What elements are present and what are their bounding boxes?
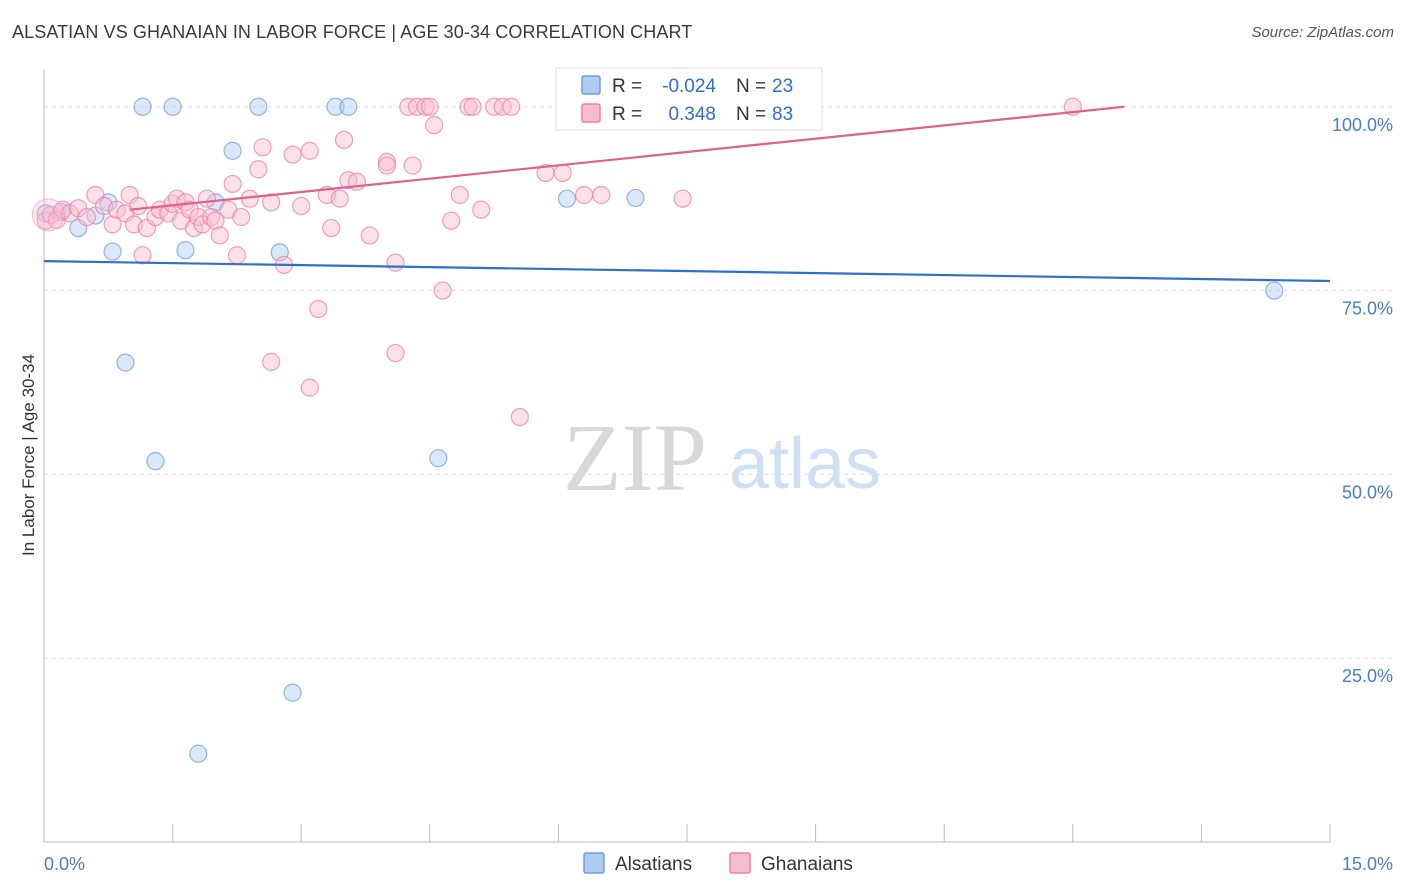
point-alsatian bbox=[326, 97, 345, 116]
series-legend-swatch-ghanaians bbox=[729, 852, 751, 874]
point-alsatian bbox=[176, 241, 195, 260]
point-ghanaian bbox=[249, 160, 268, 179]
point-alsatian bbox=[249, 97, 268, 116]
point-ghanaian bbox=[463, 97, 482, 116]
legend-r-label-ghanaians: R = bbox=[612, 104, 642, 125]
y-tick-label: 100.0% bbox=[1332, 115, 1393, 135]
watermark-atlas: atlas bbox=[729, 424, 881, 504]
point-alsatian bbox=[116, 353, 135, 372]
data-points bbox=[31, 97, 1284, 763]
point-ghanaian bbox=[553, 163, 572, 183]
point-alsatian bbox=[103, 242, 122, 261]
point-ghanaian bbox=[433, 281, 452, 300]
watermark-zip: ZIP bbox=[563, 404, 707, 511]
point-alsatian bbox=[626, 188, 645, 208]
legend-swatch-ghanaians bbox=[581, 103, 601, 123]
point-ghanaian bbox=[300, 378, 319, 397]
legend-n-label-alsatians: N = bbox=[736, 76, 766, 97]
point-ghanaian bbox=[575, 185, 594, 205]
point-ghanaian bbox=[283, 145, 302, 164]
point-alsatian bbox=[339, 97, 358, 116]
trend-lines bbox=[43, 105, 1331, 283]
point-ghanaian bbox=[377, 156, 397, 175]
point-ghanaian bbox=[262, 193, 281, 212]
axes bbox=[43, 70, 1331, 843]
point-alsatian bbox=[429, 449, 448, 468]
trend-line-alsatians bbox=[43, 260, 1331, 283]
chart-title: ALSATIAN VS GHANAIAN IN LABOR FORCE | AG… bbox=[12, 22, 693, 42]
point-ghanaian bbox=[133, 246, 152, 265]
series-legend: Alsatians Ghanaians bbox=[583, 852, 853, 875]
point-ghanaian bbox=[424, 116, 444, 135]
point-ghanaian bbox=[129, 196, 148, 216]
point-alsatian bbox=[189, 744, 208, 763]
point-ghanaian bbox=[592, 185, 611, 205]
point-ghanaian bbox=[459, 97, 478, 116]
y-axis-title: In Labor Force | Age 30-34 bbox=[19, 354, 38, 556]
legend-n-value-ghanaians: 83 bbox=[772, 104, 793, 125]
stats-legend: R = -0.024 N = 23 R = 0.348 N = 83 bbox=[555, 67, 823, 131]
series-legend-swatch-alsatians bbox=[583, 852, 605, 874]
point-ghanaian bbox=[253, 138, 272, 157]
point-ghanaian bbox=[416, 97, 435, 116]
point-ghanaian bbox=[232, 207, 251, 227]
point-ghanaian bbox=[103, 215, 122, 234]
point-alsatian bbox=[557, 189, 577, 208]
point-ghanaian bbox=[673, 189, 692, 208]
point-ghanaian bbox=[223, 174, 242, 194]
source-label: Source: ZipAtlas.com bbox=[1251, 24, 1394, 41]
point-ghanaian bbox=[420, 97, 439, 116]
point-ghanaian bbox=[210, 226, 229, 245]
point-ghanaian-cluster bbox=[31, 198, 65, 232]
point-ghanaian bbox=[309, 299, 328, 319]
watermark: ZIP atlas bbox=[563, 404, 881, 511]
point-ghanaian bbox=[403, 156, 422, 175]
legend-r-value-alsatians: -0.024 bbox=[662, 76, 716, 97]
point-ghanaian bbox=[292, 196, 311, 216]
point-ghanaian bbox=[227, 246, 246, 265]
x-tick-label: 15.0% bbox=[1342, 854, 1393, 874]
point-ghanaian bbox=[386, 253, 405, 272]
point-ghanaian bbox=[60, 204, 79, 223]
point-alsatian bbox=[146, 452, 165, 471]
legend-n-label-ghanaians: N = bbox=[736, 104, 766, 125]
point-alsatian bbox=[223, 141, 242, 160]
point-ghanaian bbox=[450, 185, 469, 205]
point-alsatian bbox=[133, 97, 152, 116]
point-ghanaian bbox=[360, 226, 379, 245]
series-legend-label-ghanaians: Ghanaians bbox=[761, 854, 853, 875]
tick-labels: 25.0% 50.0% 75.0% 100.0% 0.0% 15.0% bbox=[44, 115, 1393, 874]
legend-r-value-ghanaians: 0.348 bbox=[668, 104, 716, 125]
point-ghanaian bbox=[510, 407, 529, 427]
point-ghanaian bbox=[262, 352, 281, 371]
trend-line-ghanaians bbox=[129, 105, 1125, 211]
point-ghanaian bbox=[386, 343, 405, 363]
point-ghanaian bbox=[300, 141, 319, 160]
point-ghanaian bbox=[472, 200, 491, 219]
legend-n-value-alsatians: 23 bbox=[772, 76, 793, 97]
y-tick-label: 75.0% bbox=[1342, 299, 1393, 319]
point-ghanaian bbox=[322, 218, 341, 238]
legend-r-label-alsatians: R = bbox=[612, 76, 642, 97]
point-ghanaian bbox=[334, 130, 354, 149]
point-ghanaian bbox=[330, 189, 349, 208]
point-ghanaian bbox=[502, 97, 521, 116]
y-tick-label: 50.0% bbox=[1342, 482, 1393, 502]
point-alsatian bbox=[283, 683, 302, 702]
point-alsatian bbox=[1265, 281, 1284, 300]
x-tick-label: 0.0% bbox=[44, 854, 85, 874]
point-alsatian bbox=[163, 97, 182, 116]
point-ghanaian bbox=[442, 211, 461, 230]
point-ghanaian bbox=[206, 211, 225, 230]
point-ghanaian bbox=[77, 207, 96, 227]
series-legend-label-alsatians: Alsatians bbox=[615, 854, 692, 875]
grid-lines bbox=[44, 106, 1394, 659]
legend-swatch-alsatians bbox=[581, 75, 601, 95]
y-tick-label: 25.0% bbox=[1342, 666, 1393, 686]
point-ghanaian bbox=[197, 189, 216, 208]
